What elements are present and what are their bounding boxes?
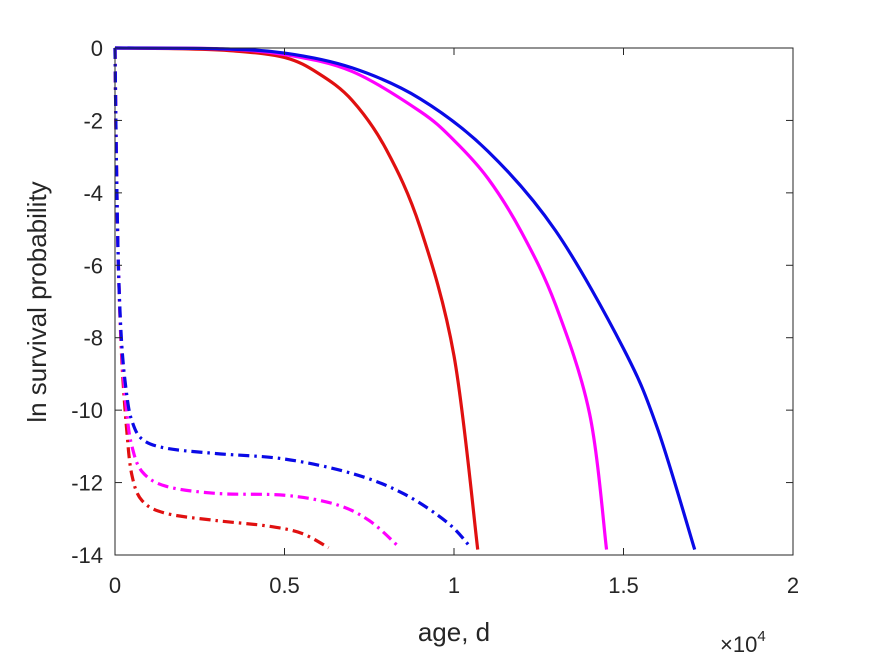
y-tick-label: -2 <box>83 108 103 133</box>
y-tick-label: -8 <box>83 326 103 351</box>
x-tick-label: 1 <box>448 573 460 598</box>
x-tick-label: 0 <box>109 573 121 598</box>
plot-background <box>115 48 793 555</box>
x-tick-label: 0.5 <box>269 573 300 598</box>
x-tick-label: 2 <box>787 573 799 598</box>
y-axis: 0 -2 -4 -6 -8 -10 -12 -14 <box>71 36 793 568</box>
y-tick-label: -10 <box>71 398 103 423</box>
y-tick-label: -4 <box>83 181 103 206</box>
x-axis-label: age, d <box>418 617 490 647</box>
x-tick-label: 1.5 <box>608 573 639 598</box>
series-layer <box>113 46 697 551</box>
x-axis-exponent-power: 4 <box>757 628 765 645</box>
y-tick-label: 0 <box>91 36 103 61</box>
y-tick-label: -6 <box>83 253 103 278</box>
x-axis-exponent: ×104 <box>720 628 766 656</box>
y-axis-label: ln survival probability <box>22 181 52 422</box>
y-tick-label: -14 <box>71 543 103 568</box>
x-axis-exponent-base: ×10 <box>720 632 757 656</box>
series-line-3-solid <box>114 46 697 551</box>
x-axis: 0 0.5 1 1.5 2 <box>109 48 799 598</box>
y-tick-label: -12 <box>71 471 103 496</box>
